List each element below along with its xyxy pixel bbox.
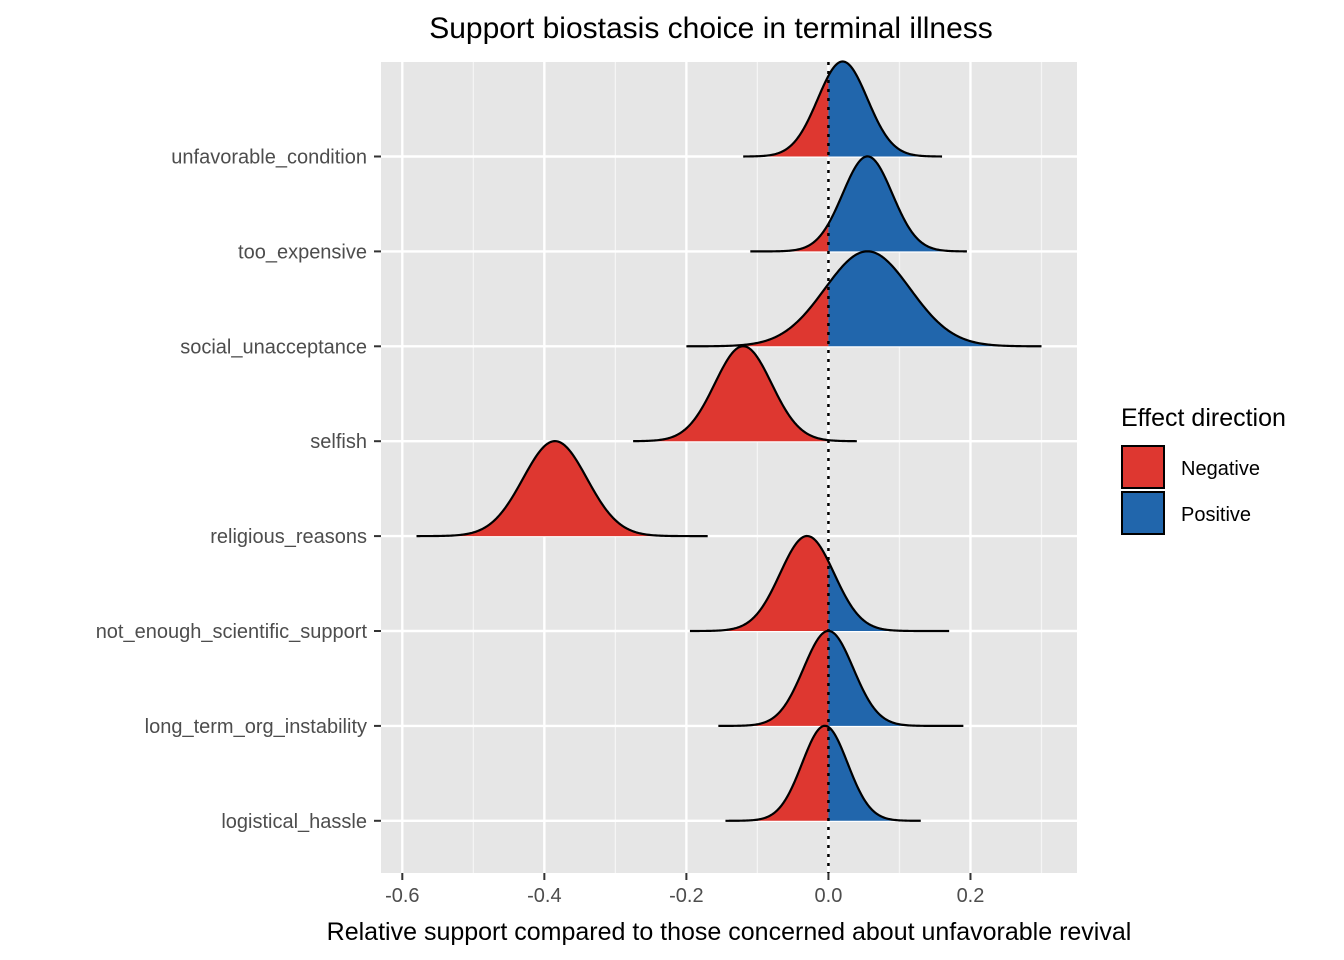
ridge-too_expensive <box>750 155 967 253</box>
y-tick-label: social_unacceptance <box>180 336 367 358</box>
ridge-fill-negative <box>743 77 829 157</box>
legend: Effect direction Negative Positive <box>1121 404 1286 535</box>
ridge-outline <box>743 60 943 158</box>
y-tick-label: not_enough_scientific_support <box>96 621 368 643</box>
ridge-fill-negative <box>633 346 829 442</box>
y-tick-label: unfavorable_condition <box>171 147 367 169</box>
ridge-fill-negative <box>686 283 829 347</box>
ridge-fill-positive <box>828 61 943 157</box>
ridge-religious_reasons <box>416 440 708 538</box>
y-tick-label: long_term_org_instability <box>145 716 367 738</box>
x-axis-title: Relative support compared to those conce… <box>327 918 1132 946</box>
x-tick-label: -0.4 <box>527 885 561 907</box>
x-tick-label: -0.6 <box>385 885 419 907</box>
ridge-outline <box>718 629 964 727</box>
y-axis: unfavorable_condition too_expensivesocial… <box>96 147 381 833</box>
ridge-outline <box>725 724 921 822</box>
ridge-fill-positive <box>828 727 921 821</box>
ridge-outline <box>686 250 1042 348</box>
legend-title: Effect direction <box>1121 404 1286 432</box>
y-tick-label: selfish <box>310 431 367 453</box>
ridge-fill-negative <box>689 536 829 631</box>
chart-title: Support biostasis choice in terminal ill… <box>429 12 993 45</box>
density-ridges <box>416 60 1042 822</box>
ridge-unfavorable_condition <box>743 60 943 158</box>
ridge-fill-positive <box>828 561 950 631</box>
x-tick-label: 0.0 <box>815 885 843 907</box>
plot-panel <box>381 62 1077 873</box>
ridge-selfish <box>633 345 857 443</box>
legend-label-negative: Negative <box>1181 458 1260 480</box>
x-tick-label: -0.2 <box>669 885 703 907</box>
y-tick-label: logistical_hassle <box>221 811 367 833</box>
ridge-logistical_hassle <box>725 724 921 822</box>
x-tick-label: 0.2 <box>957 885 985 907</box>
ridge-fill-negative <box>416 441 708 537</box>
legend-label-positive: Positive <box>1181 504 1251 526</box>
ridge-long_term_org_instability <box>718 629 964 727</box>
ridge-social_unacceptance <box>686 250 1042 348</box>
y-tick-label: religious_reasons <box>210 526 367 548</box>
legend-swatch-negative <box>1121 445 1165 489</box>
ridge-fill-negative <box>750 224 829 252</box>
ridge-fill-negative <box>725 725 829 821</box>
ridge-outline <box>416 440 708 538</box>
x-axis: -0.6 -0.4 -0.2 0.0 0.2 <box>385 873 984 907</box>
ridge-outline <box>633 345 857 443</box>
ridge-fill-positive <box>828 630 964 726</box>
ridge-outline <box>750 155 967 253</box>
y-tick-label: too_expensive <box>238 241 367 263</box>
ridge-fill-negative <box>718 630 829 726</box>
ridge-fill-positive <box>828 156 967 252</box>
legend-swatch-positive <box>1121 491 1165 535</box>
ridge-outline <box>689 534 950 633</box>
ridge-fill-positive <box>828 251 1042 347</box>
ridge-not_enough_scientific_support <box>689 534 950 633</box>
